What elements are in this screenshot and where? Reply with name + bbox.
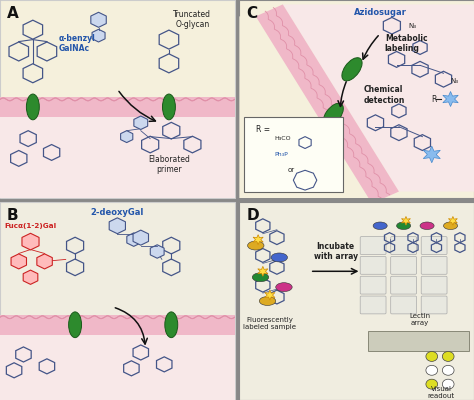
Ellipse shape (276, 283, 292, 292)
Text: Lectin
array: Lectin array (410, 313, 430, 326)
Polygon shape (368, 331, 469, 350)
Polygon shape (443, 92, 458, 106)
Polygon shape (37, 254, 52, 269)
Bar (0, 107, 235, 198)
Ellipse shape (373, 222, 387, 230)
Polygon shape (134, 116, 148, 130)
FancyBboxPatch shape (360, 256, 386, 274)
Circle shape (426, 379, 438, 389)
FancyBboxPatch shape (360, 237, 386, 254)
FancyBboxPatch shape (421, 237, 447, 254)
Polygon shape (91, 12, 106, 27)
Text: or: or (287, 167, 294, 173)
Polygon shape (22, 233, 39, 250)
Text: D: D (246, 208, 259, 223)
Polygon shape (127, 233, 141, 246)
Circle shape (442, 352, 454, 361)
Text: C: C (246, 6, 257, 21)
Text: R =: R = (256, 125, 270, 134)
Text: Chemical
detection: Chemical detection (364, 85, 405, 105)
Ellipse shape (247, 241, 264, 250)
FancyBboxPatch shape (421, 256, 447, 274)
Polygon shape (150, 245, 164, 258)
Polygon shape (423, 146, 440, 163)
Text: Elaborated
primer: Elaborated primer (148, 155, 190, 174)
Polygon shape (239, 16, 372, 204)
Polygon shape (109, 218, 126, 234)
Circle shape (442, 379, 454, 389)
Text: A: A (7, 6, 19, 21)
Text: α-benzyl
GalNAc: α-benzyl GalNAc (59, 34, 95, 53)
Ellipse shape (323, 103, 343, 126)
FancyBboxPatch shape (391, 276, 417, 294)
Polygon shape (23, 270, 38, 284)
Text: Incubate
with array: Incubate with array (313, 242, 357, 261)
Text: 2-deoxyGal: 2-deoxyGal (91, 208, 144, 217)
Polygon shape (258, 266, 268, 276)
Ellipse shape (163, 94, 175, 120)
Ellipse shape (342, 58, 362, 81)
Polygon shape (401, 216, 410, 225)
Polygon shape (120, 131, 133, 142)
Text: Fucα(1-2)Gal: Fucα(1-2)Gal (5, 223, 57, 229)
Ellipse shape (69, 312, 82, 338)
FancyBboxPatch shape (360, 276, 386, 294)
Bar (0, 315, 235, 335)
Polygon shape (253, 235, 263, 244)
FancyBboxPatch shape (360, 296, 386, 314)
Polygon shape (283, 4, 474, 192)
Text: N₃: N₃ (408, 23, 416, 29)
FancyBboxPatch shape (391, 237, 417, 254)
Text: Ph₃P: Ph₃P (274, 152, 288, 157)
FancyBboxPatch shape (391, 296, 417, 314)
Ellipse shape (420, 222, 434, 230)
Polygon shape (256, 4, 399, 204)
Ellipse shape (397, 222, 410, 230)
FancyBboxPatch shape (421, 296, 447, 314)
Polygon shape (133, 230, 148, 245)
FancyBboxPatch shape (391, 256, 417, 274)
FancyBboxPatch shape (421, 276, 447, 294)
Ellipse shape (444, 222, 457, 230)
Polygon shape (265, 290, 275, 300)
Polygon shape (11, 254, 27, 269)
Ellipse shape (252, 273, 269, 282)
Bar (0, 97, 235, 117)
Text: Metabolic
labeling: Metabolic labeling (385, 34, 428, 53)
Ellipse shape (165, 312, 178, 338)
Text: Truncated
O-glycan: Truncated O-glycan (173, 10, 211, 30)
Circle shape (426, 365, 438, 375)
Polygon shape (92, 29, 105, 42)
Ellipse shape (27, 94, 39, 120)
Ellipse shape (271, 253, 287, 262)
Text: R: R (431, 94, 437, 104)
Polygon shape (448, 216, 457, 225)
Circle shape (442, 365, 454, 375)
Text: Visual
readout: Visual readout (428, 386, 455, 399)
Text: H₃CO: H₃CO (274, 136, 291, 141)
Circle shape (426, 352, 438, 361)
Text: Azidosugar: Azidosugar (354, 8, 407, 17)
FancyBboxPatch shape (244, 117, 343, 192)
Text: Fluorescently
labeled sample: Fluorescently labeled sample (243, 317, 296, 330)
Text: N₃: N₃ (450, 78, 458, 84)
Bar (0, 325, 235, 400)
Ellipse shape (259, 296, 276, 306)
Text: B: B (7, 208, 18, 223)
